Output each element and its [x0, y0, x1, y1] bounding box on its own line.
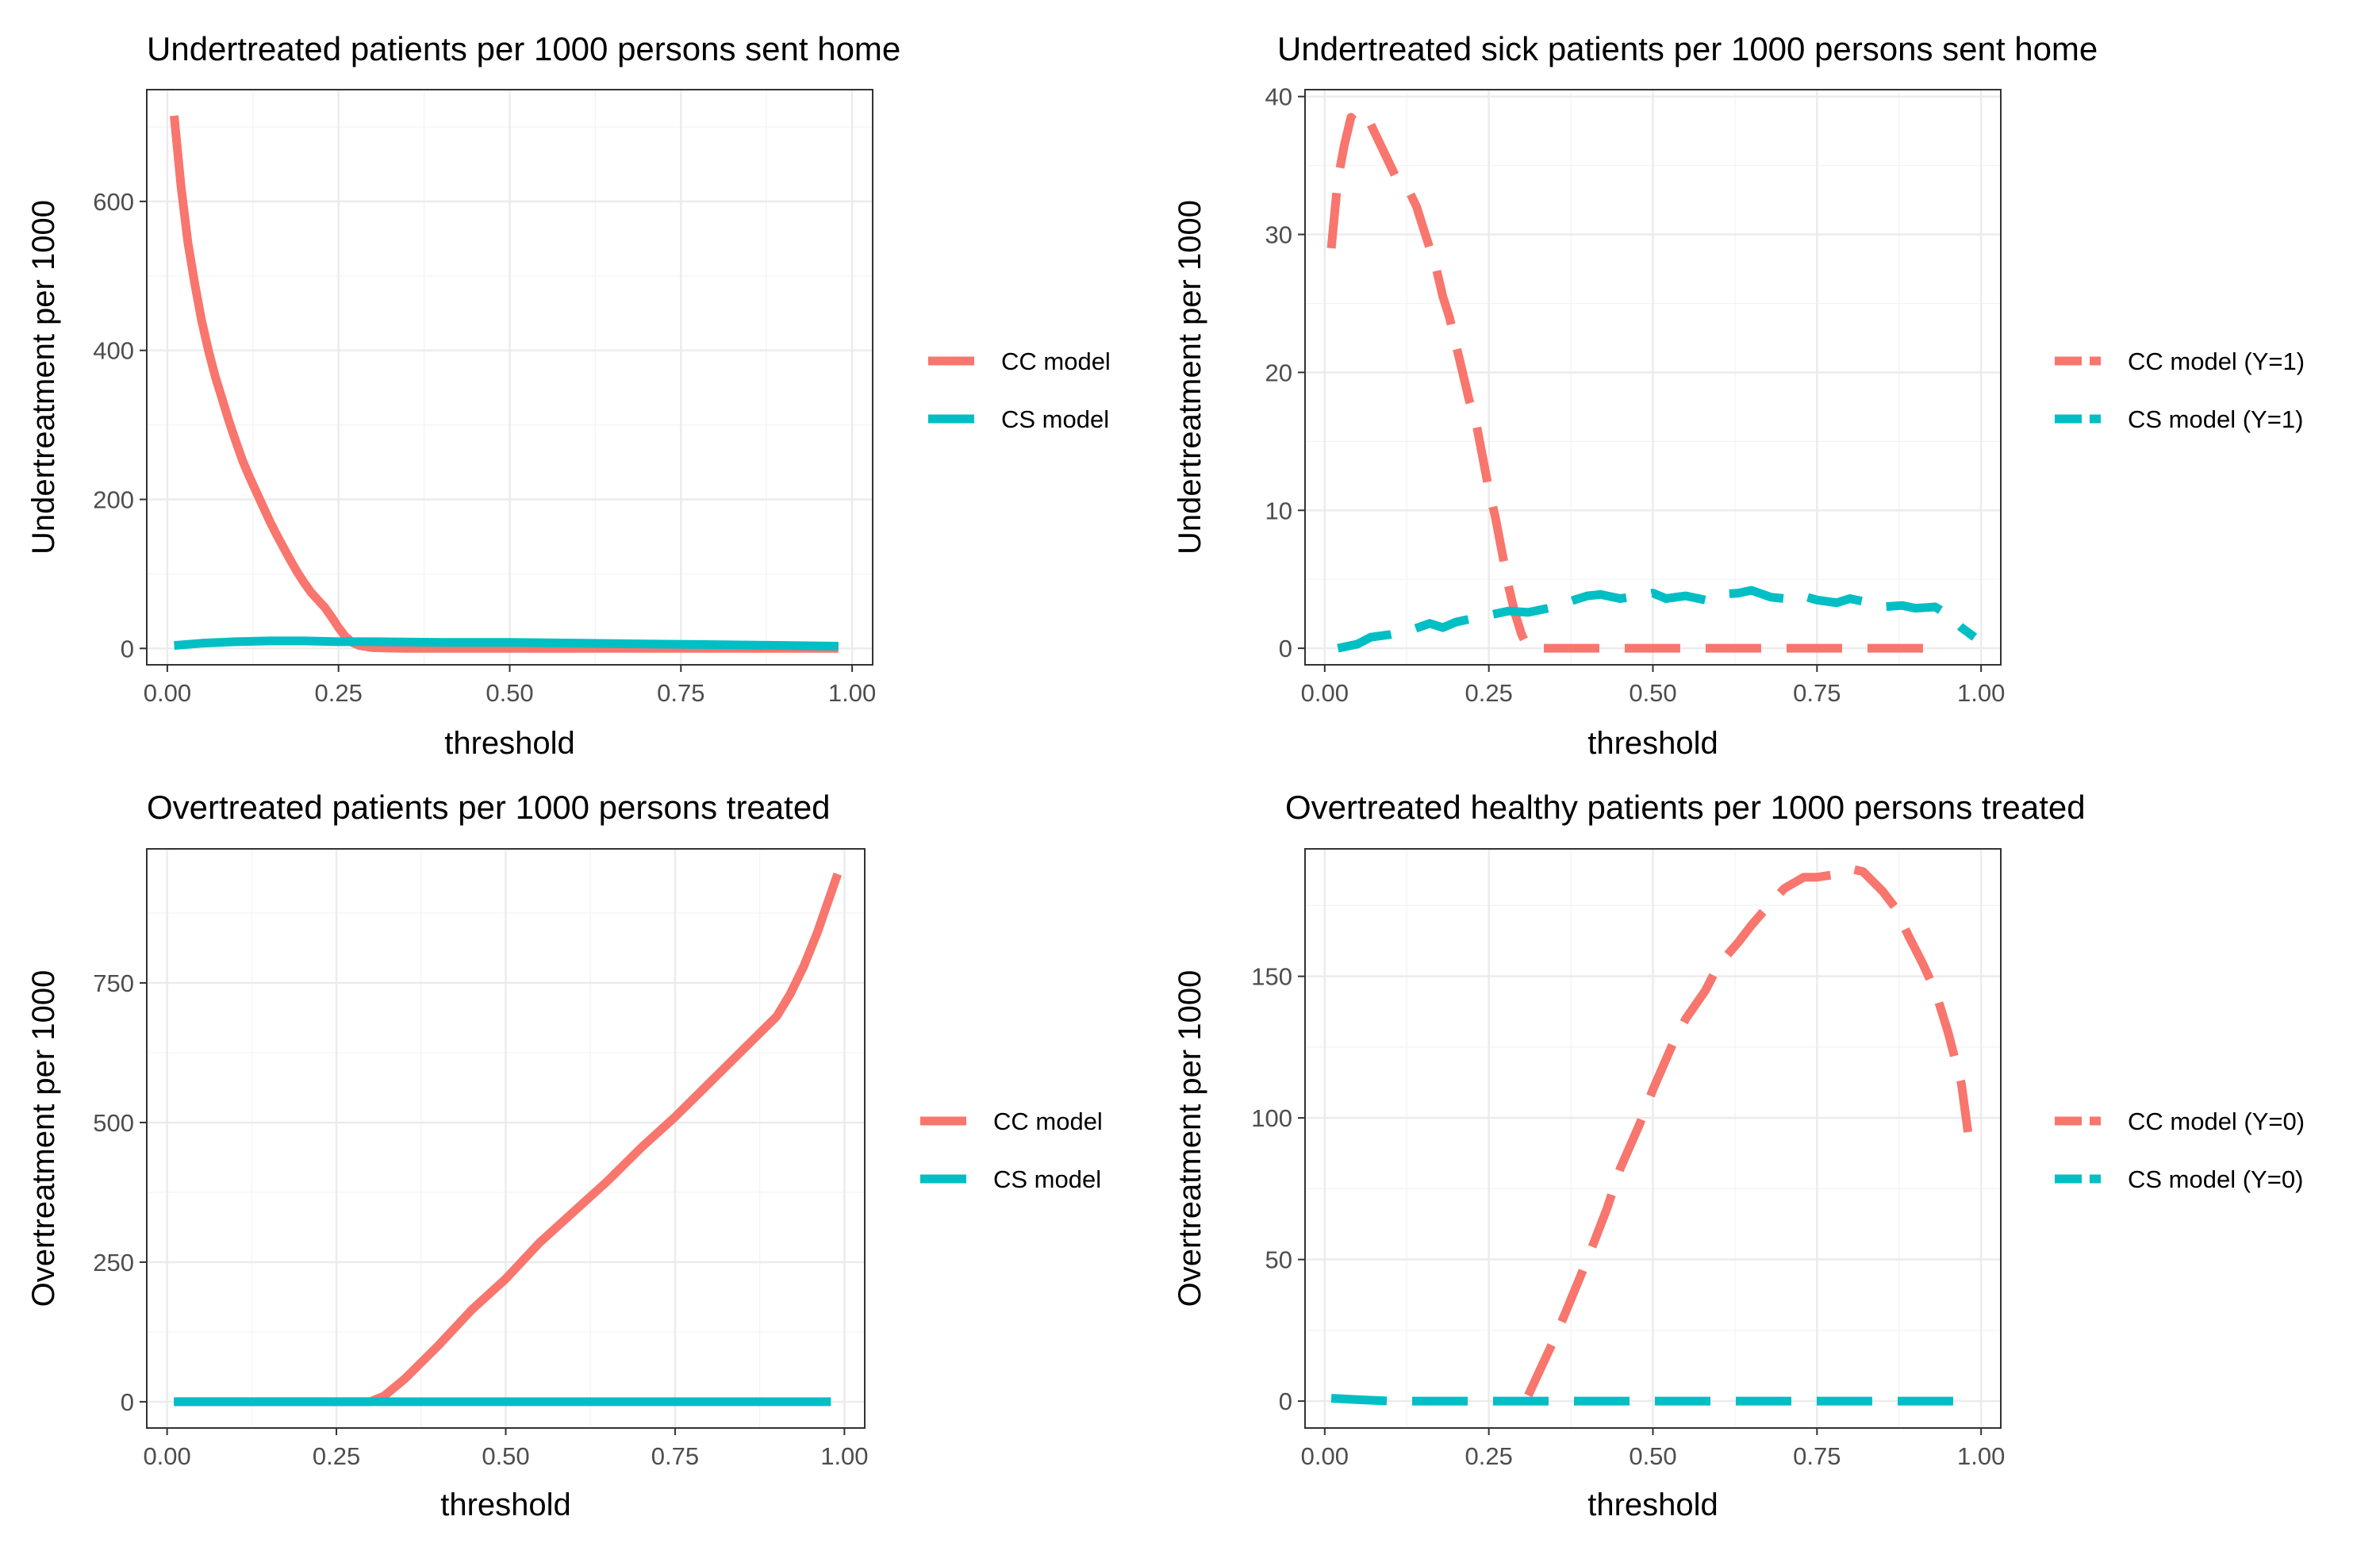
chart-panel-1: 0.00 0.25 0.50 0.75 1.00 0 200 400 600 Undertreat… [26, 30, 1111, 761]
legend-label: CS model (Y=0) [2128, 1165, 2303, 1193]
legend-label: CS model (Y=1) [2128, 405, 2303, 433]
series-line-cc [174, 872, 842, 1407]
chart-title: Undertreated patients per 1000 persons s… [147, 30, 900, 67]
series-line-cc [1326, 113, 1948, 653]
x-tick-label: 0.50 [1629, 679, 1676, 707]
series-line-cc [1524, 864, 1973, 1398]
x-axis-title: threshold [1587, 1488, 1718, 1522]
y-tick-label: 750 [93, 969, 134, 997]
series-line-cs [1330, 1394, 1968, 1406]
x-tick-label: 0.25 [1464, 679, 1512, 707]
y-axis-title: Undertreatment per 1000 [26, 200, 61, 555]
chart-title: Overtreated patients per 1000 persons tr… [147, 789, 831, 826]
legend: CC model CS model [928, 347, 1111, 433]
x-tick-label: 0.75 [1793, 679, 1841, 707]
legend-label: CC model [1001, 347, 1111, 375]
legend-label: CC model (Y=0) [2128, 1107, 2305, 1135]
x-axis-title: threshold [444, 726, 575, 761]
x-tick-label: 1.00 [1957, 1442, 2005, 1470]
y-tick-label: 30 [1265, 221, 1292, 249]
y-axis-title: Undertreatment per 1000 [1173, 200, 1207, 555]
x-tick-label: 0.00 [1301, 1442, 1349, 1470]
chart-panel-2: 0.00 0.25 0.50 0.75 1.00 0 10 20 30 40 Undertreate… [1173, 30, 2305, 761]
series-line-cs [1337, 585, 1978, 653]
x-tick-label: 1.00 [1957, 679, 2005, 707]
x-tick-label: 0.25 [315, 679, 363, 707]
y-tick-label: 20 [1265, 359, 1292, 386]
y-tick-label: 10 [1265, 497, 1292, 524]
y-tick-label: 200 [93, 486, 134, 514]
y-axis-title: Overtreatment per 1000 [1173, 970, 1207, 1307]
chart-title: Undertreated sick patients per 1000 pers… [1277, 30, 2098, 67]
chart-title: Overtreated healthy patients per 1000 pe… [1285, 789, 2086, 826]
x-tick-label: 1.00 [828, 679, 876, 707]
legend-label: CC model [993, 1107, 1103, 1135]
x-tick-label: 0.75 [657, 679, 704, 707]
y-tick-label: 40 [1265, 83, 1292, 111]
legend: CC model CS model [920, 1107, 1103, 1193]
y-tick-label: 400 [93, 337, 134, 365]
y-tick-label: 250 [93, 1249, 134, 1276]
chart-panel-4: 0.00 0.25 0.50 0.75 1.00 0 50 100 150 Overtreated… [1173, 789, 2305, 1522]
x-tick-label: 0.25 [1464, 1442, 1512, 1470]
legend-label: CS model [1001, 405, 1109, 433]
y-tick-label: 50 [1265, 1246, 1292, 1274]
x-tick-label: 0.50 [1629, 1442, 1676, 1470]
y-tick-label: 0 [1279, 635, 1292, 662]
chart-panel-3: 0.00 0.25 0.50 0.75 1.00 0 250 500 750 Overtreate… [26, 789, 1103, 1522]
x-tick-label: 0.00 [144, 679, 191, 707]
x-axis-title: threshold [440, 1488, 571, 1522]
x-tick-label: 0.00 [1301, 679, 1349, 707]
y-tick-label: 0 [121, 1388, 134, 1416]
y-tick-label: 100 [1251, 1104, 1292, 1132]
x-tick-label: 0.00 [143, 1442, 190, 1470]
legend: CC model (Y=0) CS model (Y=0) [2055, 1107, 2305, 1193]
y-tick-label: 600 [93, 188, 134, 216]
x-tick-label: 0.75 [1793, 1442, 1841, 1470]
legend: CC model (Y=1) CS model (Y=1) [2055, 347, 2305, 433]
y-tick-label: 150 [1251, 963, 1292, 991]
x-tick-label: 0.75 [651, 1442, 699, 1470]
x-tick-label: 1.00 [820, 1442, 868, 1470]
x-axis-title: threshold [1587, 726, 1718, 761]
legend-label: CS model [993, 1165, 1101, 1193]
x-tick-label: 0.50 [482, 1442, 529, 1470]
y-axis-title: Overtreatment per 1000 [26, 970, 61, 1307]
y-tick-label: 0 [121, 635, 134, 662]
legend-label: CC model (Y=1) [2128, 347, 2305, 375]
series-line-cs [174, 636, 839, 651]
x-tick-label: 0.25 [313, 1442, 360, 1470]
y-tick-label: 0 [1279, 1388, 1292, 1415]
y-tick-label: 500 [93, 1109, 134, 1137]
x-tick-label: 0.50 [486, 679, 533, 707]
